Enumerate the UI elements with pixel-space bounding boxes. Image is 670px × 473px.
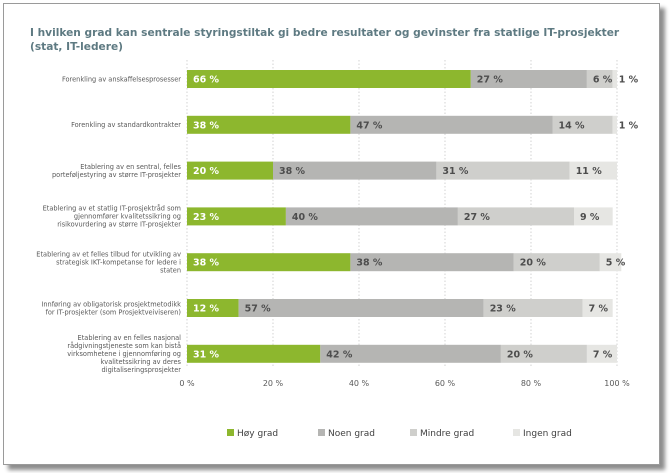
x-tick-label: 0 % xyxy=(179,379,195,388)
data-label: 20 % xyxy=(193,166,220,177)
bars: 66 % 27 % 6 % 1 % 38 % 47 % 14 % 1 % 20 % 38 % 31 … xyxy=(187,70,639,363)
legend-swatch xyxy=(410,429,417,436)
legend-label: Ingen grad xyxy=(523,429,572,439)
bar-segment xyxy=(612,70,617,88)
category-label: Etablering av et felles tilbud for utvik… xyxy=(36,251,181,275)
x-axis-ticks: 0 % 20 % 40 % 60 % 80 % 100 % xyxy=(179,379,630,388)
x-tick-label: 100 % xyxy=(604,379,630,388)
data-label: 9 % xyxy=(580,212,600,223)
data-label: 12 % xyxy=(193,304,220,315)
data-label: 7 % xyxy=(589,304,609,315)
legend-label: Mindre grad xyxy=(420,429,474,439)
bar-segment xyxy=(457,207,574,226)
bar-segment xyxy=(586,70,613,88)
bar-segment xyxy=(500,344,587,363)
category-label: Innføring av obligatorisk prosjektmetodi… xyxy=(41,300,181,316)
bar-segment xyxy=(599,253,622,272)
data-label: 11 % xyxy=(576,166,603,177)
data-label: 31 % xyxy=(442,166,469,177)
data-label: 47 % xyxy=(356,120,383,131)
data-label: 66 % xyxy=(193,75,220,86)
data-label: 31 % xyxy=(193,349,220,360)
data-label: 27 % xyxy=(464,212,491,223)
data-label: 20 % xyxy=(507,349,534,360)
bar-segment xyxy=(285,207,458,226)
bar-segment xyxy=(612,115,617,134)
data-label: 7 % xyxy=(593,349,613,360)
chart-title: I hvilken grad kan sentrale styringstilt… xyxy=(30,27,620,53)
bar-segment xyxy=(187,207,286,226)
data-label: 23 % xyxy=(490,304,517,315)
data-label: 38 % xyxy=(279,166,306,177)
bar-segment xyxy=(569,161,617,180)
bar-segment xyxy=(350,115,553,134)
bar-segment xyxy=(187,70,471,88)
x-tick-label: 60 % xyxy=(435,379,456,388)
bar-segment xyxy=(586,344,617,363)
data-label: 38 % xyxy=(356,258,383,269)
bar-segment xyxy=(483,299,583,317)
bar-segment xyxy=(436,161,570,180)
data-label: 42 % xyxy=(326,349,353,360)
data-label: 14 % xyxy=(559,120,586,131)
bar-segment xyxy=(187,161,273,180)
bar-segment xyxy=(320,344,501,363)
data-label: 20 % xyxy=(520,258,547,269)
bar-segment xyxy=(513,253,600,272)
bar-segment xyxy=(187,299,239,317)
x-tick-label: 80 % xyxy=(521,379,542,388)
x-tick-label: 40 % xyxy=(349,379,370,388)
data-label: 23 % xyxy=(193,212,220,223)
legend-swatch xyxy=(227,429,234,436)
data-label: 40 % xyxy=(292,212,319,223)
bar-segment xyxy=(187,253,351,272)
bar-segment xyxy=(238,299,484,317)
category-label: Forenkling av standardkontrakter xyxy=(71,121,181,129)
category-label: Forenkling av anskaffelsesprosesser xyxy=(62,75,181,83)
bar-segment xyxy=(574,207,613,226)
bar-segment xyxy=(552,115,613,134)
bar-segment xyxy=(273,161,437,180)
category-labels: Forenkling av anskaffelsesprosesser Foren… xyxy=(36,75,181,374)
category-label: Etablering av et statlig IT-prosjektråd … xyxy=(43,204,182,229)
category-label: Etablering av en sentral, felles porteføl… xyxy=(52,163,182,179)
data-label: 6 % xyxy=(593,75,613,86)
data-label: 1 % xyxy=(619,120,639,131)
bar-segment xyxy=(582,299,613,317)
legend: Høy grad Noen grad Mindre grad Ingen grad xyxy=(227,429,572,439)
data-label: 38 % xyxy=(193,258,220,269)
data-label: 57 % xyxy=(245,304,272,315)
data-label: 38 % xyxy=(193,120,220,131)
bar-segment xyxy=(350,253,514,272)
legend-swatch xyxy=(513,429,520,436)
legend-swatch xyxy=(318,429,325,436)
legend-label: Høy grad xyxy=(237,429,278,439)
data-label: 27 % xyxy=(477,75,504,86)
data-label: 1 % xyxy=(619,75,639,86)
bar-segment xyxy=(187,344,321,363)
category-label: Etablering av en felles nasjonal rådgivni… xyxy=(67,334,181,374)
legend-label: Noen grad xyxy=(328,429,375,439)
data-label: 5 % xyxy=(606,258,626,269)
x-tick-label: 20 % xyxy=(263,379,284,388)
bar-segment xyxy=(187,115,351,134)
bar-segment xyxy=(470,70,587,88)
